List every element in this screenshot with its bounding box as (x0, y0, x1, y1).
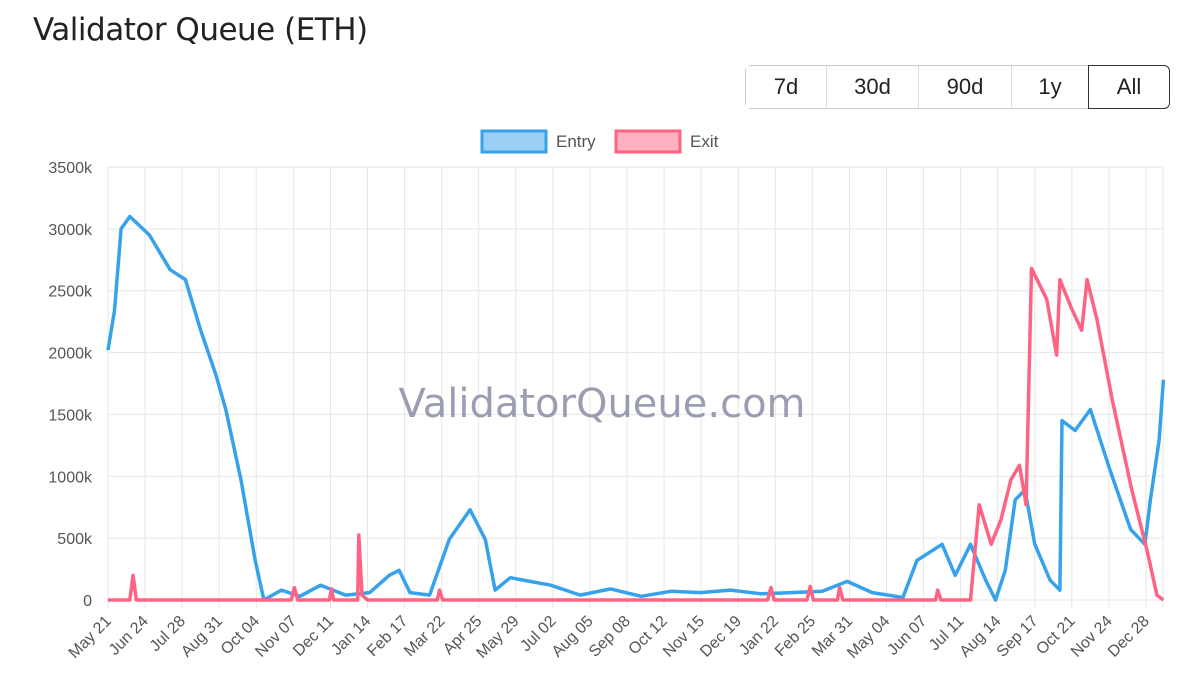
range-90d-button[interactable]: 90d (919, 66, 1012, 108)
legend-swatch-exit (614, 129, 682, 154)
y-tick-label: 1500k (48, 407, 93, 424)
x-tick-label: Sep 08 (586, 613, 634, 661)
x-tick-label: May 04 (844, 613, 893, 662)
y-axis: 0 500k 1000k 1500k 2000k 2500k 3000k 3500k (48, 160, 93, 610)
x-tick-label: May 29 (473, 613, 522, 662)
x-tick-label: Dec 19 (697, 613, 745, 661)
x-tick-label: Aug 31 (178, 613, 226, 661)
page-title: Validator Queue (ETH) (33, 12, 368, 48)
y-tick-label: 2500k (48, 284, 93, 301)
range-all-button[interactable]: All (1088, 65, 1170, 109)
time-range-selector: 7d 30d 90d 1y All (745, 65, 1170, 109)
x-tick-label: Nov 07 (252, 613, 300, 661)
x-tick-label: Jun 24 (106, 613, 152, 659)
y-tick-label: 2000k (48, 346, 93, 363)
watermark: ValidatorQueue.com (398, 381, 805, 427)
range-1y-button[interactable]: 1y (1012, 66, 1089, 108)
range-30d-button[interactable]: 30d (827, 66, 919, 108)
x-tick-label: Jun 07 (884, 613, 930, 659)
x-tick-label: Feb 25 (772, 613, 819, 660)
series-line-entry (106, 214, 1166, 602)
legend-item-entry[interactable]: Entry (480, 129, 596, 154)
x-tick-label: Dec 11 (290, 613, 337, 660)
range-7d-button[interactable]: 7d (746, 66, 827, 108)
series-lines (106, 214, 1166, 602)
y-tick-label: 3500k (48, 160, 93, 177)
x-tick-label: Feb 17 (364, 613, 411, 660)
legend-item-exit[interactable]: Exit (614, 129, 719, 154)
y-tick-label: 0 (83, 593, 92, 610)
legend: Entry Exit (480, 129, 719, 154)
x-tick-label: May 21 (66, 613, 115, 662)
x-tick-label: Dec 28 (1105, 613, 1153, 661)
x-tick-label: Mar 22 (401, 613, 448, 660)
grid (107, 166, 1164, 608)
y-tick-label: 3000k (48, 222, 93, 239)
legend-label-entry: Entry (556, 132, 596, 151)
legend-label-exit: Exit (690, 132, 719, 151)
y-tick-label: 1000k (48, 469, 93, 486)
x-tick-label: Sep 17 (994, 613, 1042, 661)
series-line-exit (108, 266, 1165, 602)
y-tick-label: 500k (57, 531, 93, 548)
legend-swatch-entry (480, 129, 548, 154)
